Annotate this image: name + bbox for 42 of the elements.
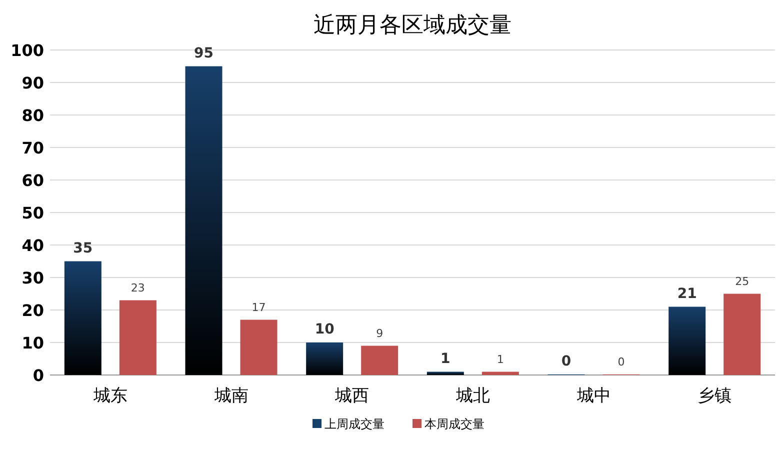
x-tick-label: 城北 xyxy=(454,386,490,406)
y-tick-label: 0 xyxy=(32,366,44,385)
bar xyxy=(185,66,222,375)
legend-label: 本周成交量 xyxy=(424,417,484,431)
data-label: 21 xyxy=(677,286,697,302)
data-label: 1 xyxy=(496,352,504,366)
y-tick-label: 50 xyxy=(22,204,44,222)
y-tick-label: 100 xyxy=(10,41,44,60)
data-label: 10 xyxy=(314,322,335,338)
data-label: 0 xyxy=(561,353,572,370)
bar xyxy=(119,300,156,375)
y-tick-label: 60 xyxy=(22,171,44,190)
bar xyxy=(361,346,398,375)
y-tick-label: 30 xyxy=(22,268,44,288)
bar xyxy=(724,294,761,375)
data-label: 25 xyxy=(735,274,750,288)
x-tick-label: 乡镇 xyxy=(698,386,732,406)
data-label: 0 xyxy=(618,355,625,368)
y-tick-label: 40 xyxy=(22,236,44,255)
data-label: 9 xyxy=(376,326,384,340)
x-tick-label: 城西 xyxy=(334,386,370,406)
y-tick-label: 90 xyxy=(22,74,44,92)
data-label: 95 xyxy=(194,45,214,62)
data-label: 23 xyxy=(130,281,145,294)
bar xyxy=(426,372,464,375)
data-label: 17 xyxy=(252,300,266,314)
bar xyxy=(482,372,519,375)
bar xyxy=(64,261,102,375)
chart-title: 近两月各区域成交量 xyxy=(314,13,512,38)
x-tick-label: 城南 xyxy=(213,386,248,406)
data-label: 35 xyxy=(73,240,93,256)
x-tick-label: 城中 xyxy=(576,386,611,406)
bar xyxy=(240,320,278,375)
y-tick-label: 20 xyxy=(22,301,44,320)
bar xyxy=(306,342,344,375)
y-tick-label: 80 xyxy=(22,106,44,125)
data-label: 1 xyxy=(440,350,450,367)
y-tick-label: 70 xyxy=(22,138,44,158)
y-tick-label: 10 xyxy=(22,334,44,352)
x-tick-label: 城东 xyxy=(92,386,128,406)
bar xyxy=(668,306,706,375)
legend-label: 上周成交量 xyxy=(324,417,384,431)
